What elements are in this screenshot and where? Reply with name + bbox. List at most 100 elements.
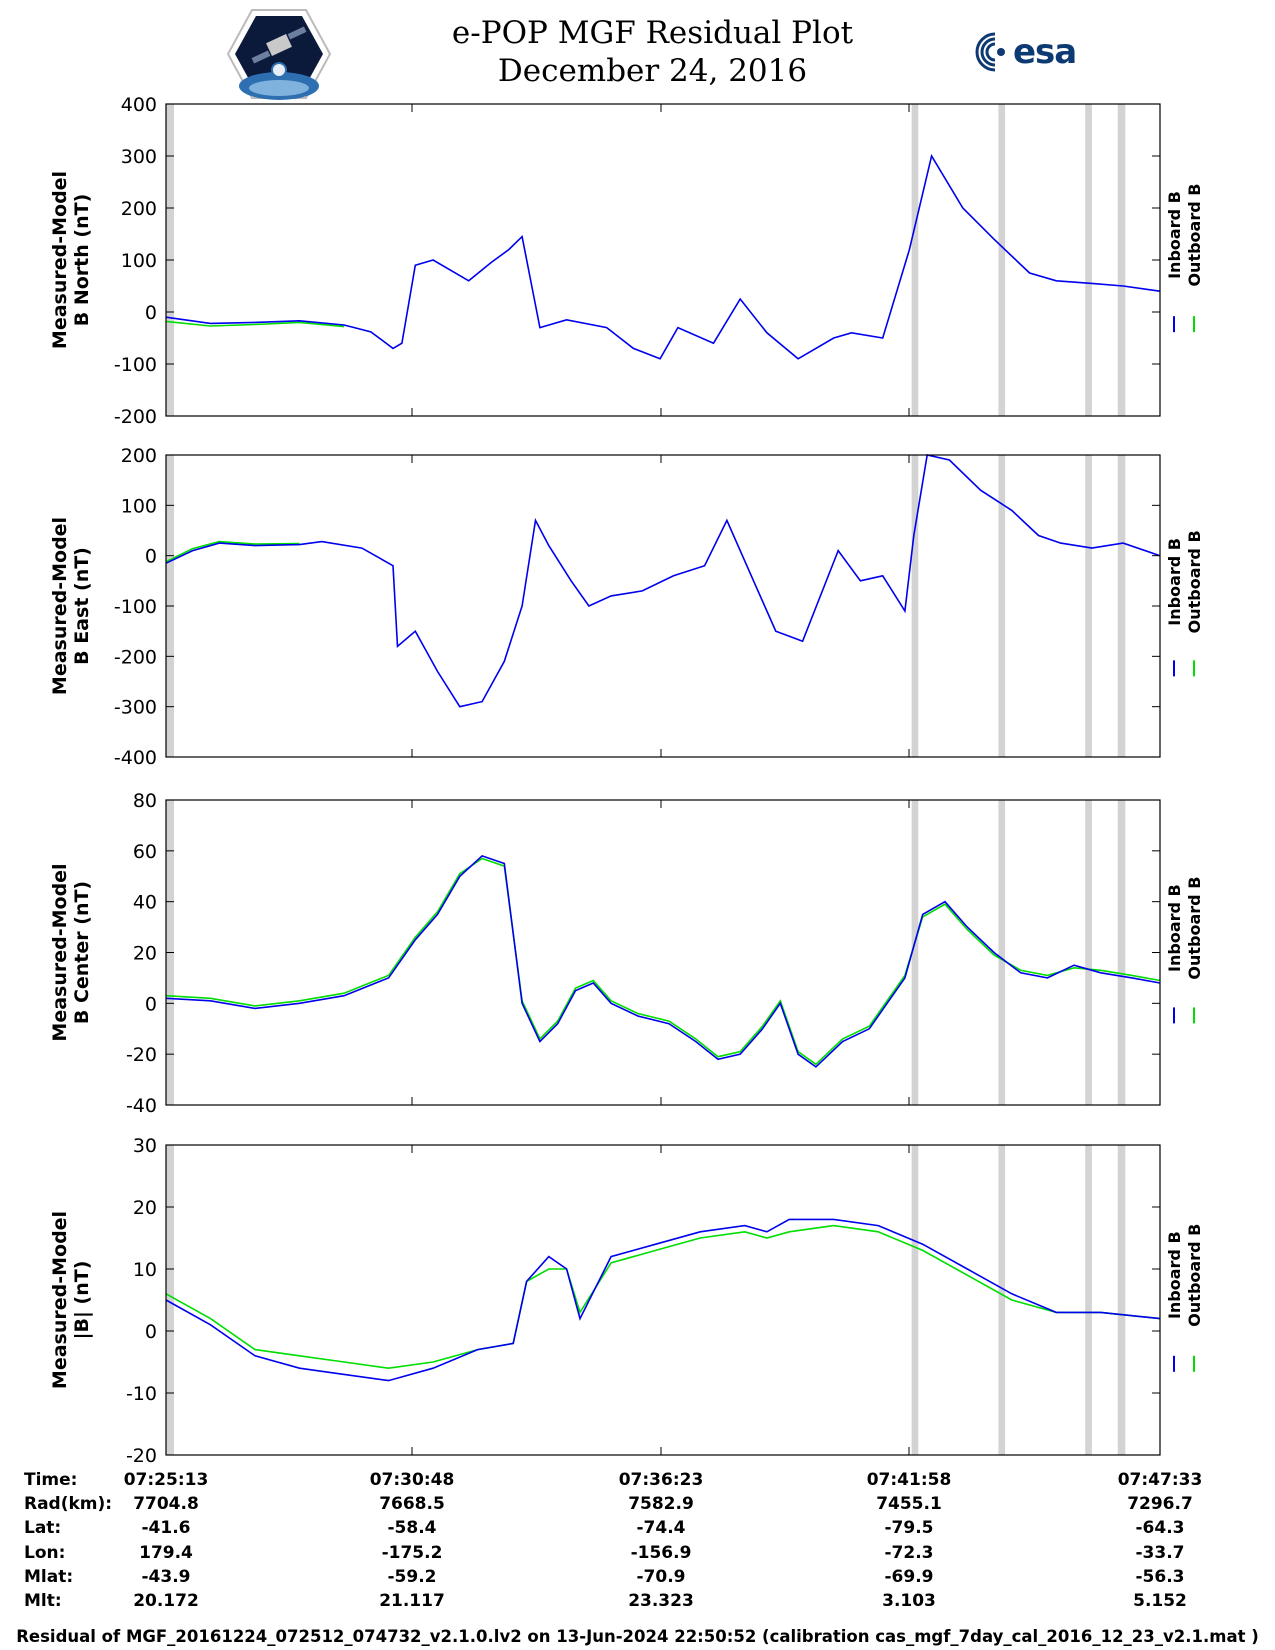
esa-logo-text: esa	[1013, 32, 1077, 72]
ephemeris-value: 23.323	[628, 1591, 694, 1611]
y-tick-label: 100	[121, 495, 157, 517]
y-tick-label: -400	[114, 747, 157, 769]
ephemeris-value: 179.4	[139, 1543, 193, 1563]
y-tick-label: 80	[133, 790, 157, 812]
ephemeris-value: -33.7	[1135, 1543, 1185, 1563]
series-line-outboard	[165, 540, 300, 563]
panel-3: -40 -20 0 20 40 60 80 Measured-Model B Center (n…	[49, 790, 1204, 1117]
ephemeris-row: Time: 07:25:13 07:30:48 07:36:23 07:41:58 07:…	[0, 1470, 1275, 1494]
y-tick-label: 20	[133, 943, 157, 965]
ephemeris-row: Mlat: -43.9 -59.2 -70.9 -69.9 -56.3	[0, 1567, 1275, 1591]
y-tick-label: 200	[121, 445, 157, 467]
y-tick-label: 300	[121, 146, 157, 168]
series-line-inboard	[165, 1218, 1161, 1382]
panel-2: -400 -300 -200 -100 0 100 200 Measured-Model B E…	[49, 445, 1204, 769]
ephemeris-value: 7582.9	[628, 1494, 694, 1514]
ephemeris-value: 07:36:23	[618, 1470, 704, 1490]
y-tick-label: -200	[114, 646, 157, 668]
data-gap-band	[1117, 455, 1126, 757]
y-tick-label: 10	[133, 1259, 157, 1281]
ephemeris-value: 5.152	[1133, 1591, 1187, 1611]
ephemeris-row-label: Mlat:	[24, 1567, 74, 1587]
y-axis-label-line-2: B East (nT)	[71, 547, 93, 665]
ephemeris-value: 7455.1	[876, 1494, 942, 1514]
y-axis-label-line-1: Measured-Model	[49, 1211, 71, 1389]
title-line-1: e-POP MGF Residual Plot	[451, 15, 854, 51]
ephemeris-row-label: Rad(km):	[24, 1494, 113, 1514]
ephemeris-value: -175.2	[381, 1543, 443, 1563]
y-tick-label: 0	[145, 302, 157, 324]
legend-label-outboard: Outboard B	[1185, 1224, 1204, 1327]
y-tick-label: 40	[133, 892, 157, 914]
y-axis-label-line-2: B Center (nT)	[71, 881, 93, 1024]
y-axis-label-line-1: Measured-Model	[49, 863, 71, 1041]
ephemeris-row-label: Mlt:	[24, 1591, 62, 1611]
y-tick-label: 100	[121, 250, 157, 272]
ephemeris-value: -41.6	[141, 1518, 191, 1538]
ephemeris-value: -56.3	[1135, 1567, 1185, 1587]
ephemeris-row: Mlt: 20.172 21.117 23.323 3.103 5.152	[0, 1591, 1275, 1615]
y-tick-label: -20	[126, 1044, 157, 1066]
ephemeris-value: -43.9	[141, 1567, 191, 1587]
cassiope-mission-patch-icon	[226, 9, 332, 100]
plot-frame	[165, 799, 1161, 1106]
ephemeris-value: 07:41:58	[866, 1470, 952, 1490]
ephemeris-row: Lat: -41.6 -58.4 -74.4 -79.5 -64.3	[0, 1518, 1275, 1542]
panel-1: -200 -100 0 100 200 300 400 Measured-Model B Nor…	[49, 94, 1204, 428]
y-tick-label: 60	[133, 841, 157, 863]
y-tick-label: -40	[126, 1095, 157, 1117]
esa-logo-icon	[975, 32, 1005, 72]
legend-label-inboard: Inboard B	[1165, 538, 1184, 626]
data-gap-band	[166, 1145, 175, 1455]
data-gap-band	[1085, 1145, 1092, 1455]
ephemeris-row-label: Time:	[24, 1470, 78, 1490]
ephemeris-value: 07:25:13	[123, 1470, 209, 1490]
data-gap-band	[1085, 800, 1092, 1105]
ephemeris-row-label: Lat:	[24, 1518, 62, 1538]
y-tick-label: 200	[121, 198, 157, 220]
y-tick-label: -100	[114, 596, 157, 618]
ephemeris-row-label: Lon:	[24, 1543, 66, 1563]
data-gap-band	[911, 455, 919, 757]
y-tick-label: -20	[126, 1445, 157, 1467]
y-axis-label-line-1: Measured-Model	[49, 171, 71, 349]
y-tick-label: -100	[114, 354, 157, 376]
y-tick-label: 0	[145, 546, 157, 568]
ephemeris-value: -79.5	[884, 1518, 934, 1538]
data-gap-band	[911, 1145, 919, 1455]
ephemeris-value: 07:47:33	[1117, 1470, 1203, 1490]
series-line-outboard	[165, 320, 345, 328]
y-tick-label: 20	[133, 1197, 157, 1219]
data-gap-band	[1117, 1145, 1126, 1455]
ephemeris-table: Time: 07:25:13 07:30:48 07:36:23 07:41:58 07:…	[0, 1468, 1275, 1611]
legend-label-inboard: Inboard B	[1165, 1231, 1184, 1319]
data-gap-band	[998, 104, 1006, 416]
data-gap-band	[998, 800, 1006, 1105]
ephemeris-value: 7668.5	[379, 1494, 445, 1514]
ephemeris-value: -58.4	[387, 1518, 437, 1538]
chart-title: e-POP MGF Residual Plot December 24, 201…	[0, 14, 1275, 90]
ephemeris-value: -64.3	[1135, 1518, 1185, 1538]
y-tick-label: 0	[145, 1321, 157, 1343]
legend-label-outboard: Outboard B	[1185, 877, 1204, 980]
ephemeris-value: -69.9	[884, 1567, 934, 1587]
ephemeris-value: 7704.8	[133, 1494, 199, 1514]
y-tick-label: 30	[133, 1135, 157, 1157]
data-gap-band	[911, 800, 919, 1105]
footer-caption: Residual of MGF_20161224_072512_074732_v…	[16, 1627, 1259, 1646]
series-line-outboard	[165, 857, 1161, 1066]
ephemeris-row: Rad(km): 7704.8 7668.5 7582.9 7455.1 7296.7	[0, 1494, 1275, 1518]
y-tick-label: -10	[126, 1383, 157, 1405]
y-tick-label: 0	[145, 993, 157, 1015]
data-gap-band	[998, 1145, 1006, 1455]
series-line-inboard	[165, 854, 1161, 1068]
ephemeris-value: 07:30:48	[369, 1470, 455, 1490]
title-line-2: December 24, 2016	[497, 53, 808, 89]
data-gap-band	[1085, 104, 1092, 416]
plot-frame	[165, 103, 1161, 417]
plot-frame	[165, 1144, 1161, 1456]
ephemeris-value: 3.103	[882, 1591, 936, 1611]
ephemeris-value: -59.2	[387, 1567, 437, 1587]
y-axis-label-line-1: Measured-Model	[49, 517, 71, 695]
series-line-inboard	[165, 153, 1161, 360]
